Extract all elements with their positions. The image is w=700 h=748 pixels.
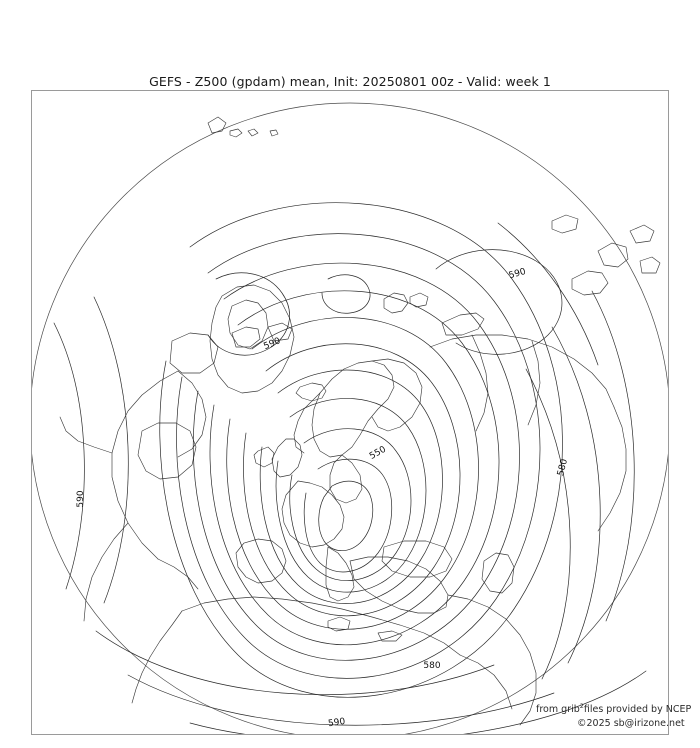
contour-label-580-right: 580 (556, 458, 570, 477)
contour-label-590-upperleft: 590 (262, 336, 282, 352)
coastlines (59, 116, 661, 726)
copyright-credit: ©2025 sb@irizone.net (577, 718, 685, 729)
page-title: GEFS - Z500 (gpdam) mean, Init: 20250801… (149, 74, 551, 89)
map-plot-frame: 590 590 590 550 580 580 590 (31, 90, 669, 735)
contour-map: 590 590 590 550 580 580 590 (32, 102, 668, 734)
contour-label-550-center: 550 (368, 445, 388, 462)
credit-source-prefix: from grib (536, 704, 580, 716)
contour-lines (53, 202, 647, 734)
contour-label-590-upperright: 590 (508, 267, 528, 281)
credit-source-suffix: files provided by NCEP (583, 704, 692, 716)
contour-label-580-south: 580 (423, 661, 440, 671)
data-source-credit: from grib2files provided by NCEP (536, 702, 691, 715)
credit-source-superscript: 2 (579, 702, 584, 710)
contour-label-590-southwest: 590 (328, 717, 347, 729)
contour-label-590-left: 590 (76, 490, 86, 507)
projection-boundary (32, 102, 668, 734)
